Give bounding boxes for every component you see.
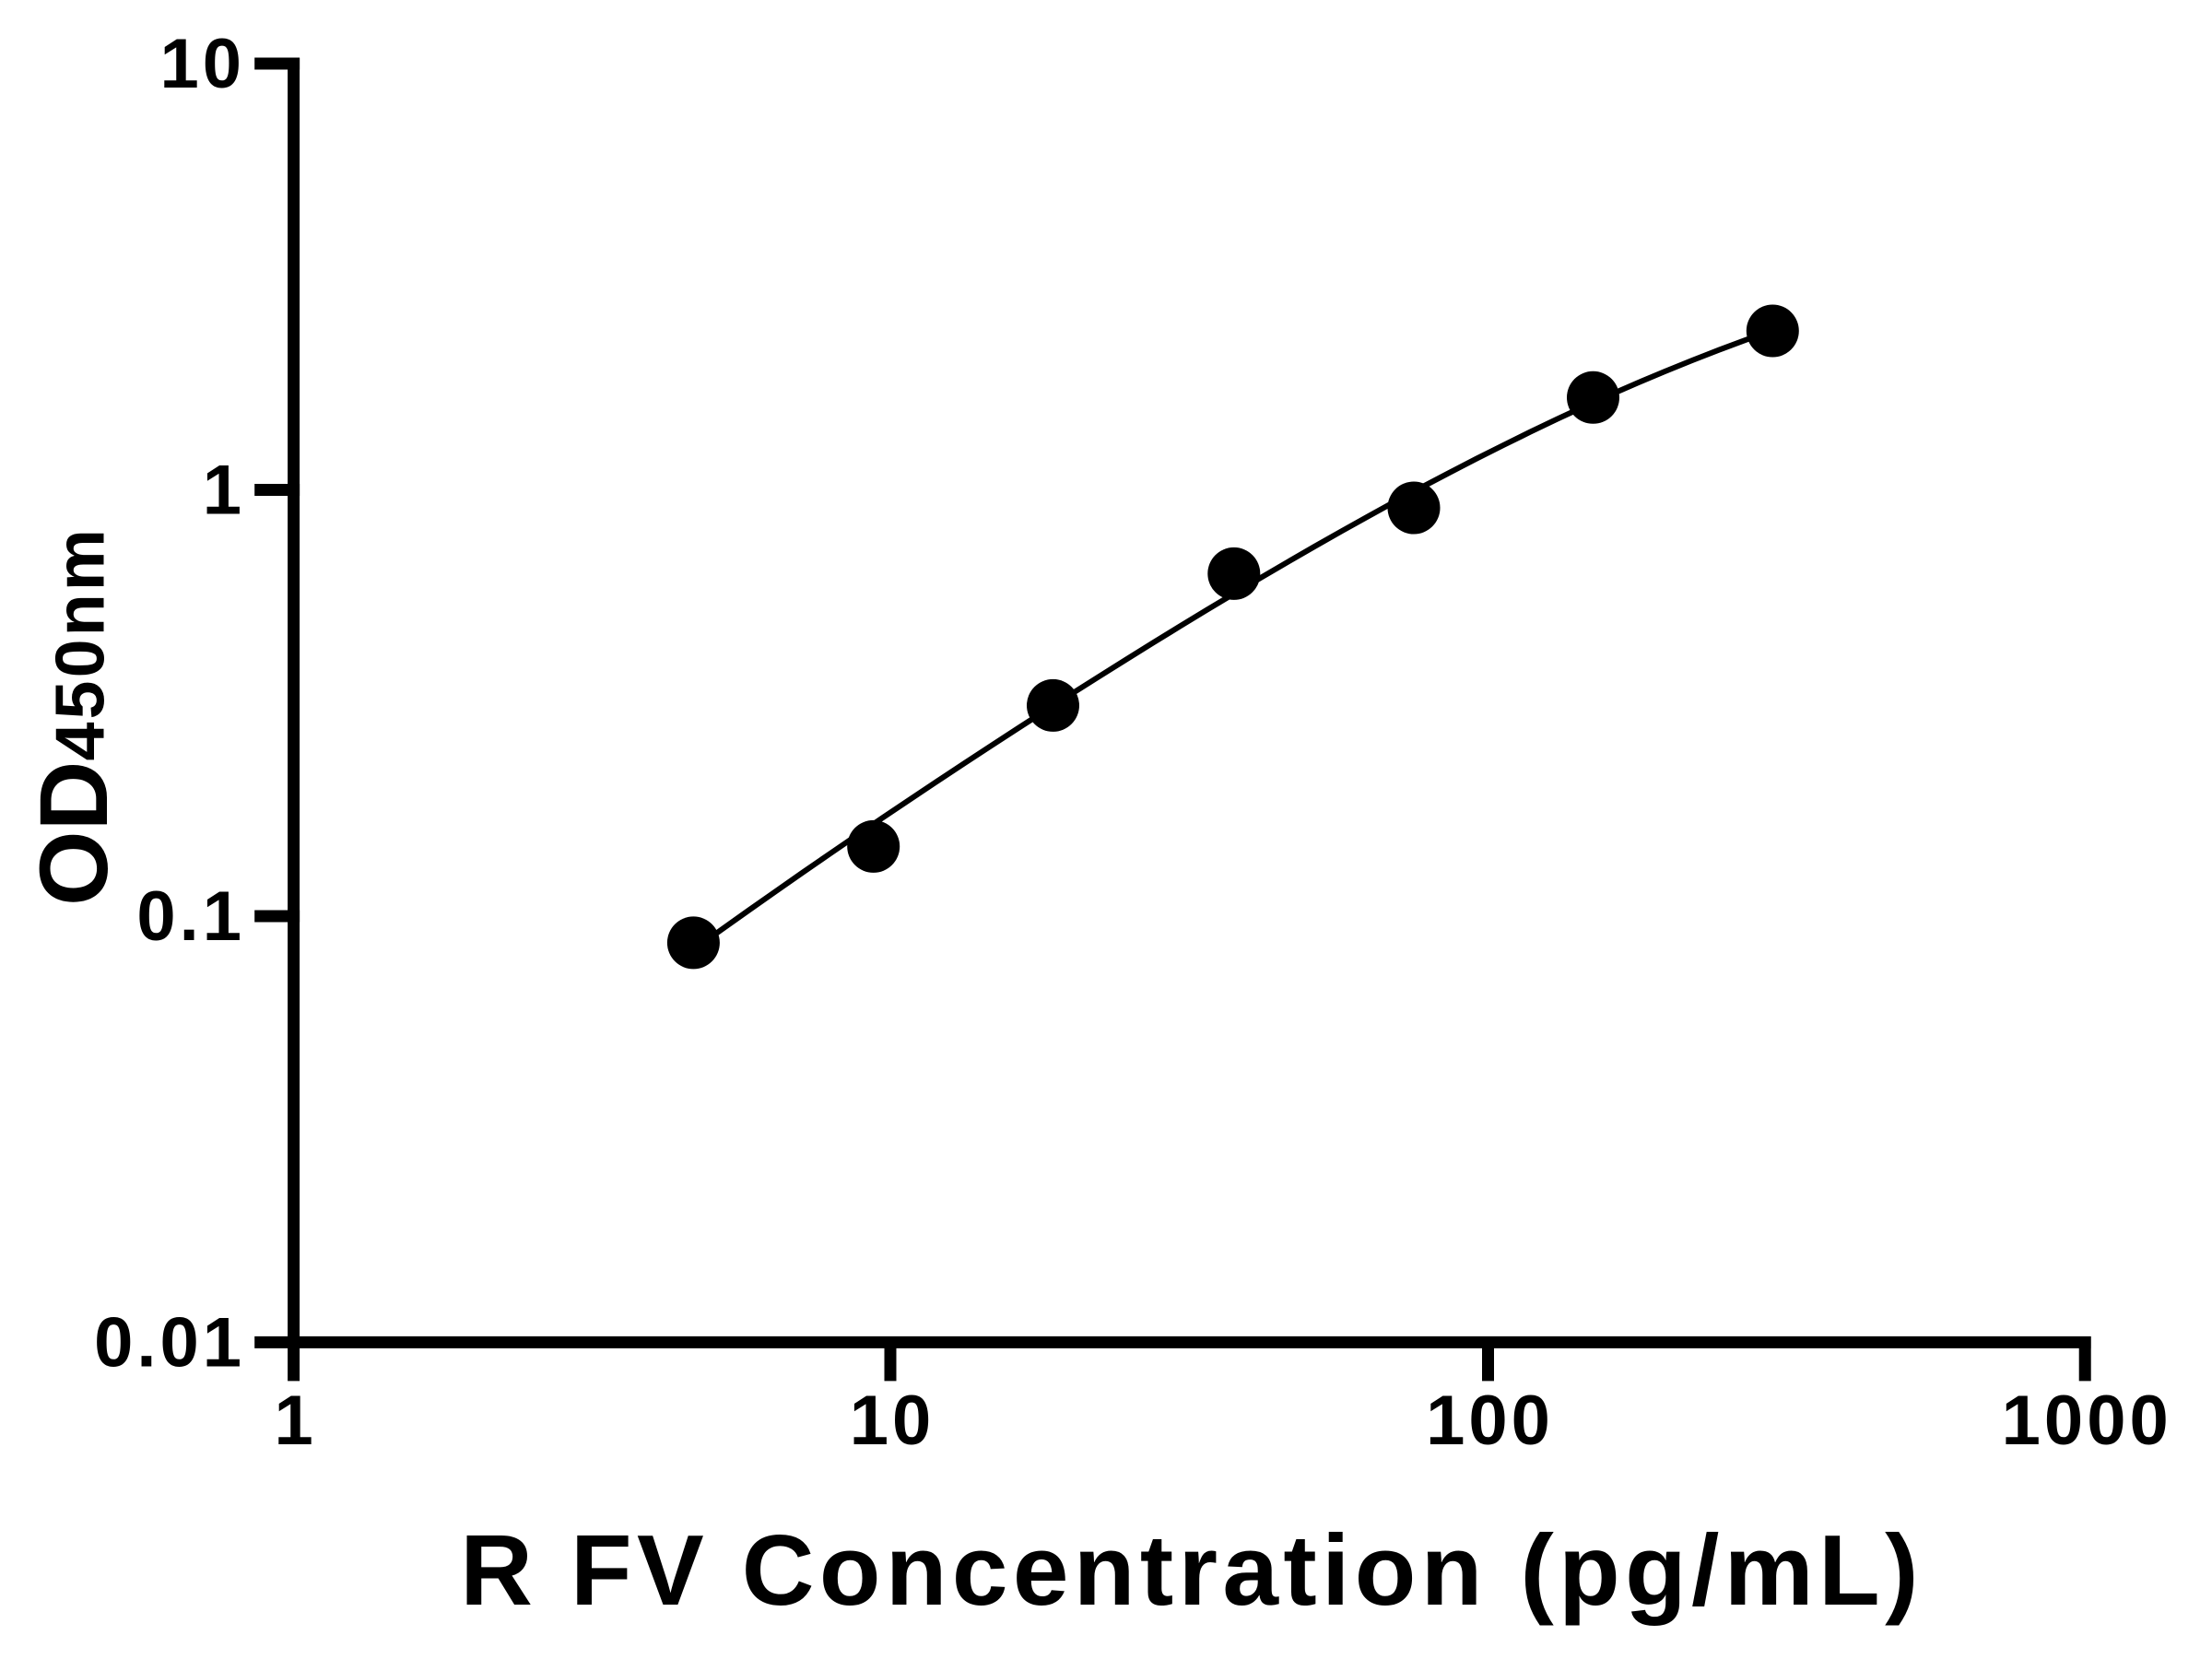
svg-text:1: 1 [274, 1382, 316, 1460]
svg-text:1000: 1000 [2002, 1382, 2172, 1460]
svg-text:1: 1 [203, 452, 245, 530]
svg-text:10: 10 [850, 1382, 935, 1460]
svg-text:R FV Concentration (pg/mL): R FV Concentration (pg/mL) [460, 1514, 1924, 1627]
svg-text:10: 10 [159, 25, 245, 103]
svg-text:0.01: 0.01 [94, 1304, 245, 1382]
svg-text:100: 100 [1426, 1382, 1554, 1460]
svg-text:0.1: 0.1 [136, 877, 245, 956]
